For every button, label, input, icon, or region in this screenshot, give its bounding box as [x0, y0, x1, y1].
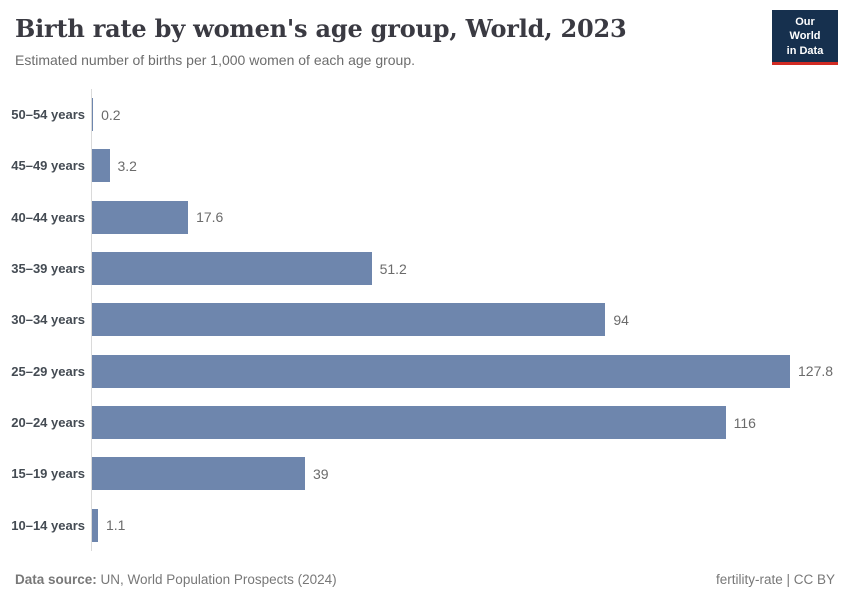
value-label: 116	[733, 414, 756, 431]
chart-footer: Data source: UN, World Population Prospe…	[15, 572, 835, 587]
value-label: 0.2	[101, 106, 121, 123]
category-label: 20–24 years	[11, 415, 85, 431]
value-label: 17.6	[196, 209, 224, 226]
value-label: 94	[613, 311, 629, 328]
owid-logo[interactable]: Our World in Data	[772, 10, 838, 65]
bar[interactable]	[92, 303, 606, 337]
category-label: 45–49 years	[11, 158, 85, 174]
bar[interactable]	[92, 252, 372, 286]
bar-row: 20–24 years 116	[11, 396, 840, 449]
data-source-value: UN, World Population Prospects (2024)	[100, 572, 337, 587]
category-label: 50–54 years	[11, 107, 85, 123]
value-label: 3.2	[117, 157, 137, 174]
bar-row: 15–19 years 39	[11, 448, 840, 500]
bar[interactable]	[92, 406, 726, 440]
bar[interactable]	[92, 200, 189, 234]
category-label: 15–19 years	[11, 466, 85, 482]
bar[interactable]	[92, 457, 305, 491]
bar-row: 50–54 years 0.2	[11, 89, 840, 141]
bar-track: 3.2	[91, 140, 840, 192]
bar-row: 35–39 years 51.2	[11, 242, 840, 295]
owid-logo-line2: in Data	[786, 44, 824, 57]
data-source-label: Data source:	[15, 572, 97, 587]
category-label: 40–44 years	[11, 209, 85, 225]
bar-track: 51.2	[91, 242, 840, 295]
owid-logo-line1: Our World	[789, 16, 821, 43]
bar-track: 127.8	[91, 345, 840, 397]
bar-track: 1.1	[91, 499, 840, 551]
bar-track: 39	[91, 448, 840, 500]
category-label: 10–14 years	[11, 517, 85, 533]
bar[interactable]	[92, 98, 94, 132]
bar-track: 0.2	[91, 89, 840, 141]
bar-chart: 50–54 years 0.2 45–49 years 3.2 40–44 years 1…	[11, 89, 840, 551]
bar-row: 45–49 years 3.2	[11, 140, 840, 192]
bar[interactable]	[92, 508, 98, 542]
bar[interactable]	[92, 354, 790, 388]
data-source-note: Data source: UN, World Population Prospe…	[15, 572, 337, 587]
bar-row: 25–29 years 127.8	[11, 345, 840, 397]
category-label: 30–34 years	[11, 312, 85, 328]
chart-header: Birth rate by women's age group, World, …	[15, 14, 760, 68]
chart-subtitle: Estimated number of births per 1,000 wom…	[15, 51, 416, 68]
category-label: 25–29 years	[11, 363, 85, 379]
bar-track: 116	[91, 396, 840, 449]
license-note[interactable]: fertility-rate | CC BY	[715, 572, 835, 587]
category-label: 35–39 years	[11, 261, 85, 277]
bar[interactable]	[92, 149, 110, 183]
value-label: 1.1	[106, 517, 126, 534]
bar-row: 30–34 years 94	[11, 294, 840, 346]
value-label: 51.2	[379, 260, 407, 277]
bar-row: 40–44 years 17.6	[11, 191, 840, 243]
value-label: 127.8	[798, 363, 834, 380]
value-label: 39	[313, 465, 329, 482]
bar-row: 10–14 years 1.1	[11, 499, 840, 551]
bar-track: 17.6	[91, 191, 840, 243]
chart-title: Birth rate by women's age group, World, …	[15, 14, 627, 43]
bar-track: 94	[91, 294, 840, 346]
